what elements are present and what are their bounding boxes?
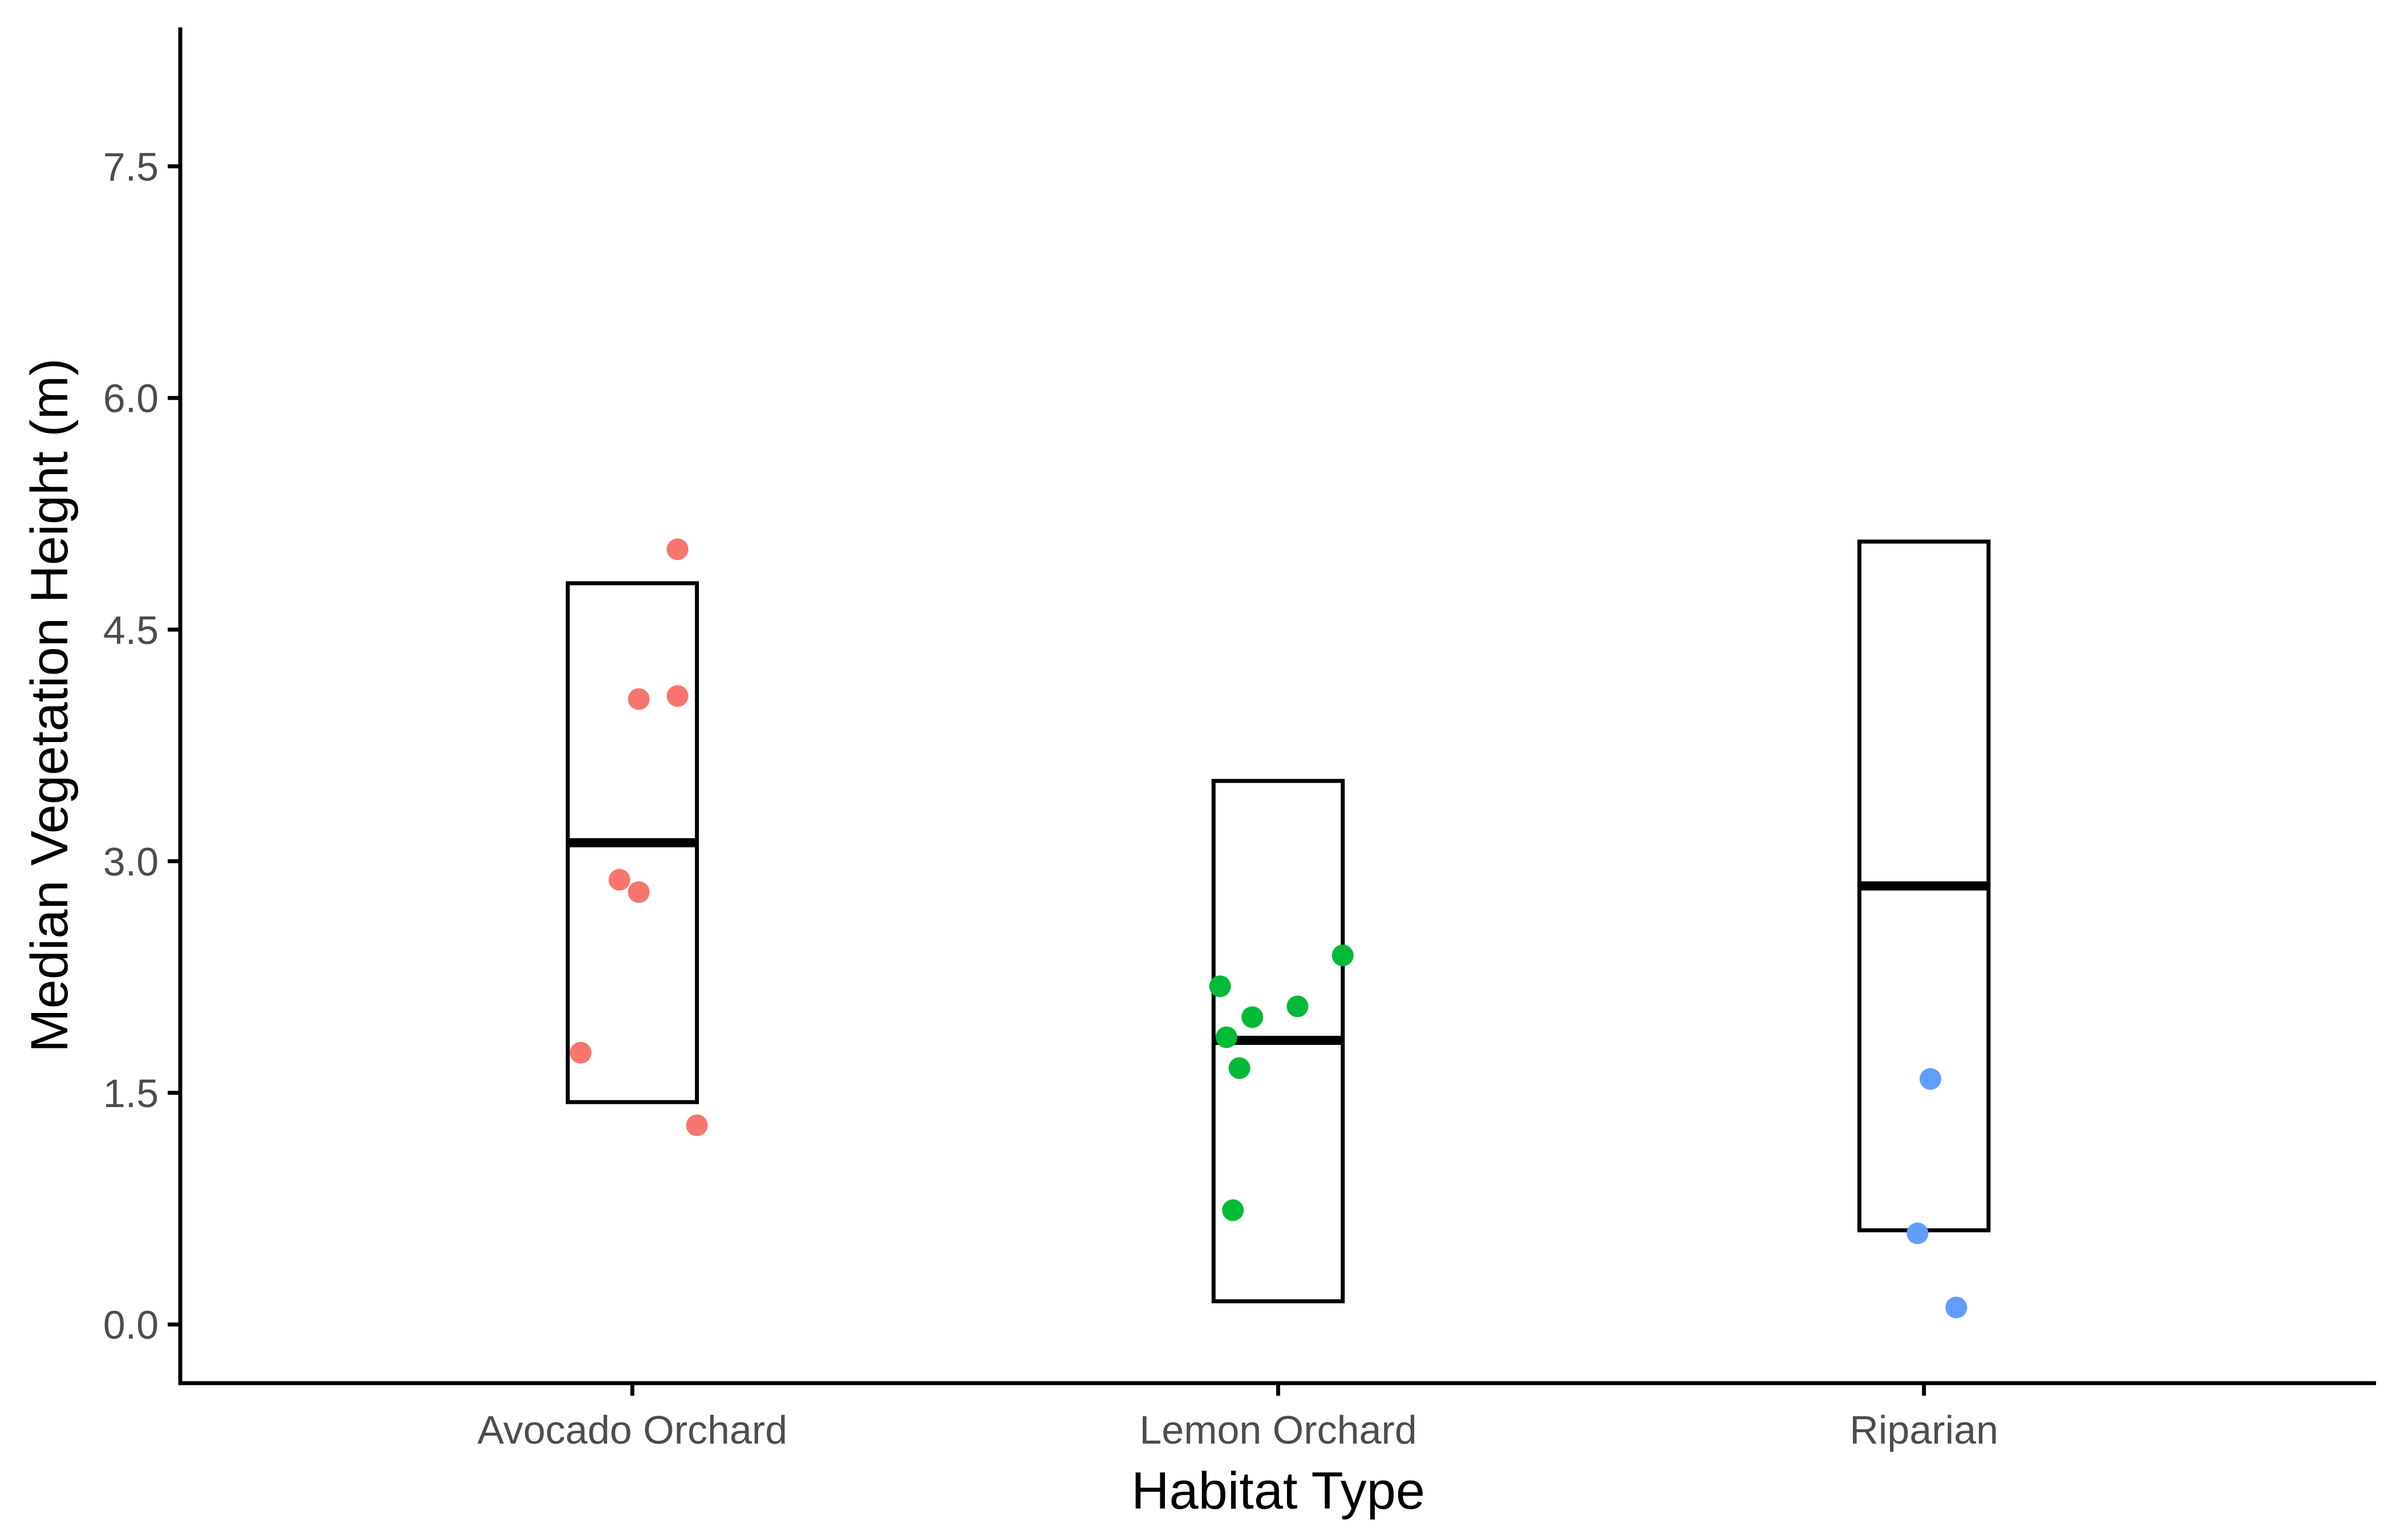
- y-tick-label: 0.0: [103, 1303, 159, 1347]
- data-point: [1331, 945, 1354, 967]
- data-point: [1222, 1199, 1244, 1221]
- y-tick-label: 6.0: [103, 376, 159, 421]
- x-tick-label: Avocado Orchard: [477, 1408, 787, 1452]
- y-axis-ticks: 0.0 1.5 3.0 4.5 6.0 7.5: [103, 145, 180, 1347]
- data-point: [1241, 1006, 1264, 1028]
- data-point: [666, 685, 689, 707]
- y-tick-label: 3.0: [103, 840, 159, 884]
- data-point: [1919, 1068, 1941, 1090]
- x-tick-label: Riparian: [1849, 1408, 1998, 1452]
- summary-boxes: [565, 540, 1991, 1304]
- data-point: [1286, 995, 1309, 1018]
- data-point: [608, 869, 630, 891]
- x-tick-label: Lemon Orchard: [1139, 1408, 1416, 1452]
- x-axis-ticks: Avocado Orchard Lemon Orchard Riparian: [477, 1383, 1998, 1452]
- data-point: [666, 538, 689, 561]
- y-tick-label: 1.5: [103, 1071, 159, 1116]
- data-points: [569, 538, 1968, 1319]
- y-tick-label: 4.5: [103, 608, 159, 653]
- data-point: [1907, 1222, 1929, 1245]
- y-tick-label: 7.5: [103, 145, 159, 189]
- data-point: [569, 1041, 592, 1064]
- plot-panel: [565, 538, 1991, 1319]
- data-point: [1228, 1057, 1250, 1079]
- data-point: [1215, 1026, 1237, 1048]
- data-point: [628, 688, 650, 710]
- data-point: [628, 881, 650, 903]
- data-point: [1209, 975, 1231, 998]
- data-point: [1945, 1296, 1968, 1319]
- x-axis-title: Habitat Type: [1131, 1462, 1425, 1520]
- y-axis-title: Median Vegetation Height (m): [21, 358, 79, 1052]
- data-point: [686, 1114, 708, 1136]
